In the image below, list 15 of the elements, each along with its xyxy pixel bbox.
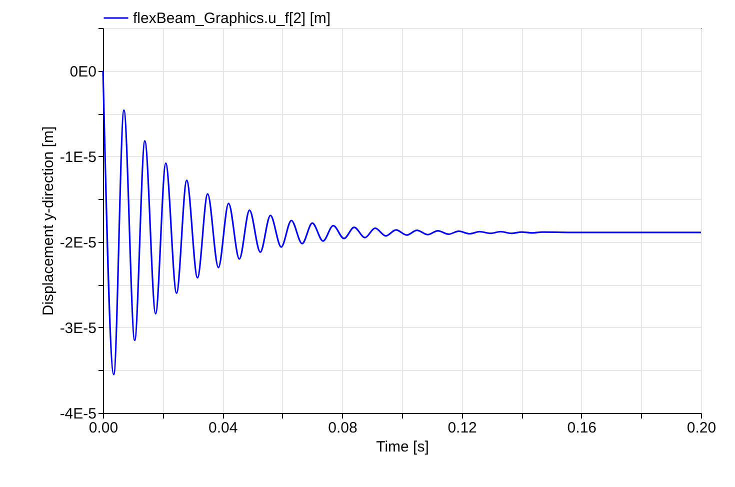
y-tick-label: 0E0: [70, 63, 96, 80]
y-tick-label: -3E-5: [60, 320, 96, 337]
x-tick-label: 0.16: [567, 420, 596, 436]
x-tick-label: 0.04: [208, 420, 238, 436]
y-tick-label: -1E-5: [60, 148, 96, 166]
x-tick-label: 0.00: [88, 420, 118, 436]
line-series: [102, 70, 702, 376]
y-tick-label: -4E-5: [60, 406, 96, 422]
x-axis-title: Time [s]: [376, 438, 429, 456]
x-tick-label: 0.08: [328, 420, 358, 436]
x-tick-label: 0.12: [448, 420, 477, 436]
y-tick-label: -2E-5: [60, 234, 96, 252]
y-axis-title: Displacement y-direction [m]: [40, 126, 57, 316]
legend-label: flexBeam_Graphics.u_f[2] [m]: [133, 10, 331, 27]
x-tick-label: 0.20: [686, 420, 716, 436]
